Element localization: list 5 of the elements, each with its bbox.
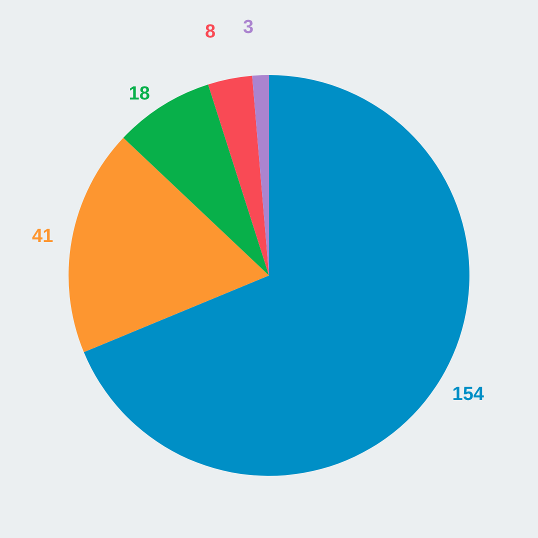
data-label: 3 [242, 16, 254, 38]
data-label: 18 [128, 83, 150, 104]
data-label: 154 [452, 384, 484, 406]
data-label: 8 [204, 21, 216, 42]
data-label: 41 [32, 226, 54, 248]
